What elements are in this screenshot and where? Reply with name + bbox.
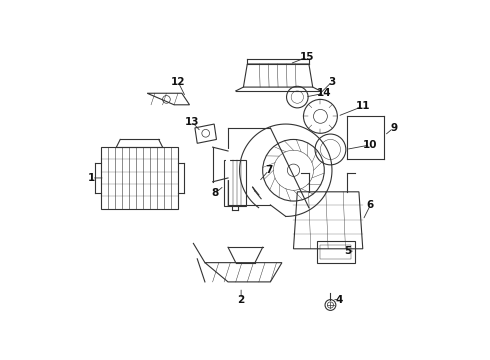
Text: 10: 10 bbox=[363, 140, 378, 150]
Text: 2: 2 bbox=[238, 294, 245, 305]
Circle shape bbox=[325, 300, 336, 310]
Text: 14: 14 bbox=[317, 88, 332, 98]
Text: 15: 15 bbox=[300, 52, 315, 62]
Text: 9: 9 bbox=[390, 123, 397, 133]
Text: 7: 7 bbox=[265, 165, 272, 175]
Text: 4: 4 bbox=[336, 294, 343, 305]
Text: 3: 3 bbox=[328, 77, 336, 87]
Text: 5: 5 bbox=[344, 246, 351, 256]
Text: 6: 6 bbox=[367, 200, 374, 210]
Text: 12: 12 bbox=[171, 77, 185, 87]
Text: 13: 13 bbox=[185, 117, 199, 127]
Text: 11: 11 bbox=[356, 101, 370, 111]
Text: 8: 8 bbox=[211, 188, 219, 198]
Text: 1: 1 bbox=[88, 173, 96, 183]
